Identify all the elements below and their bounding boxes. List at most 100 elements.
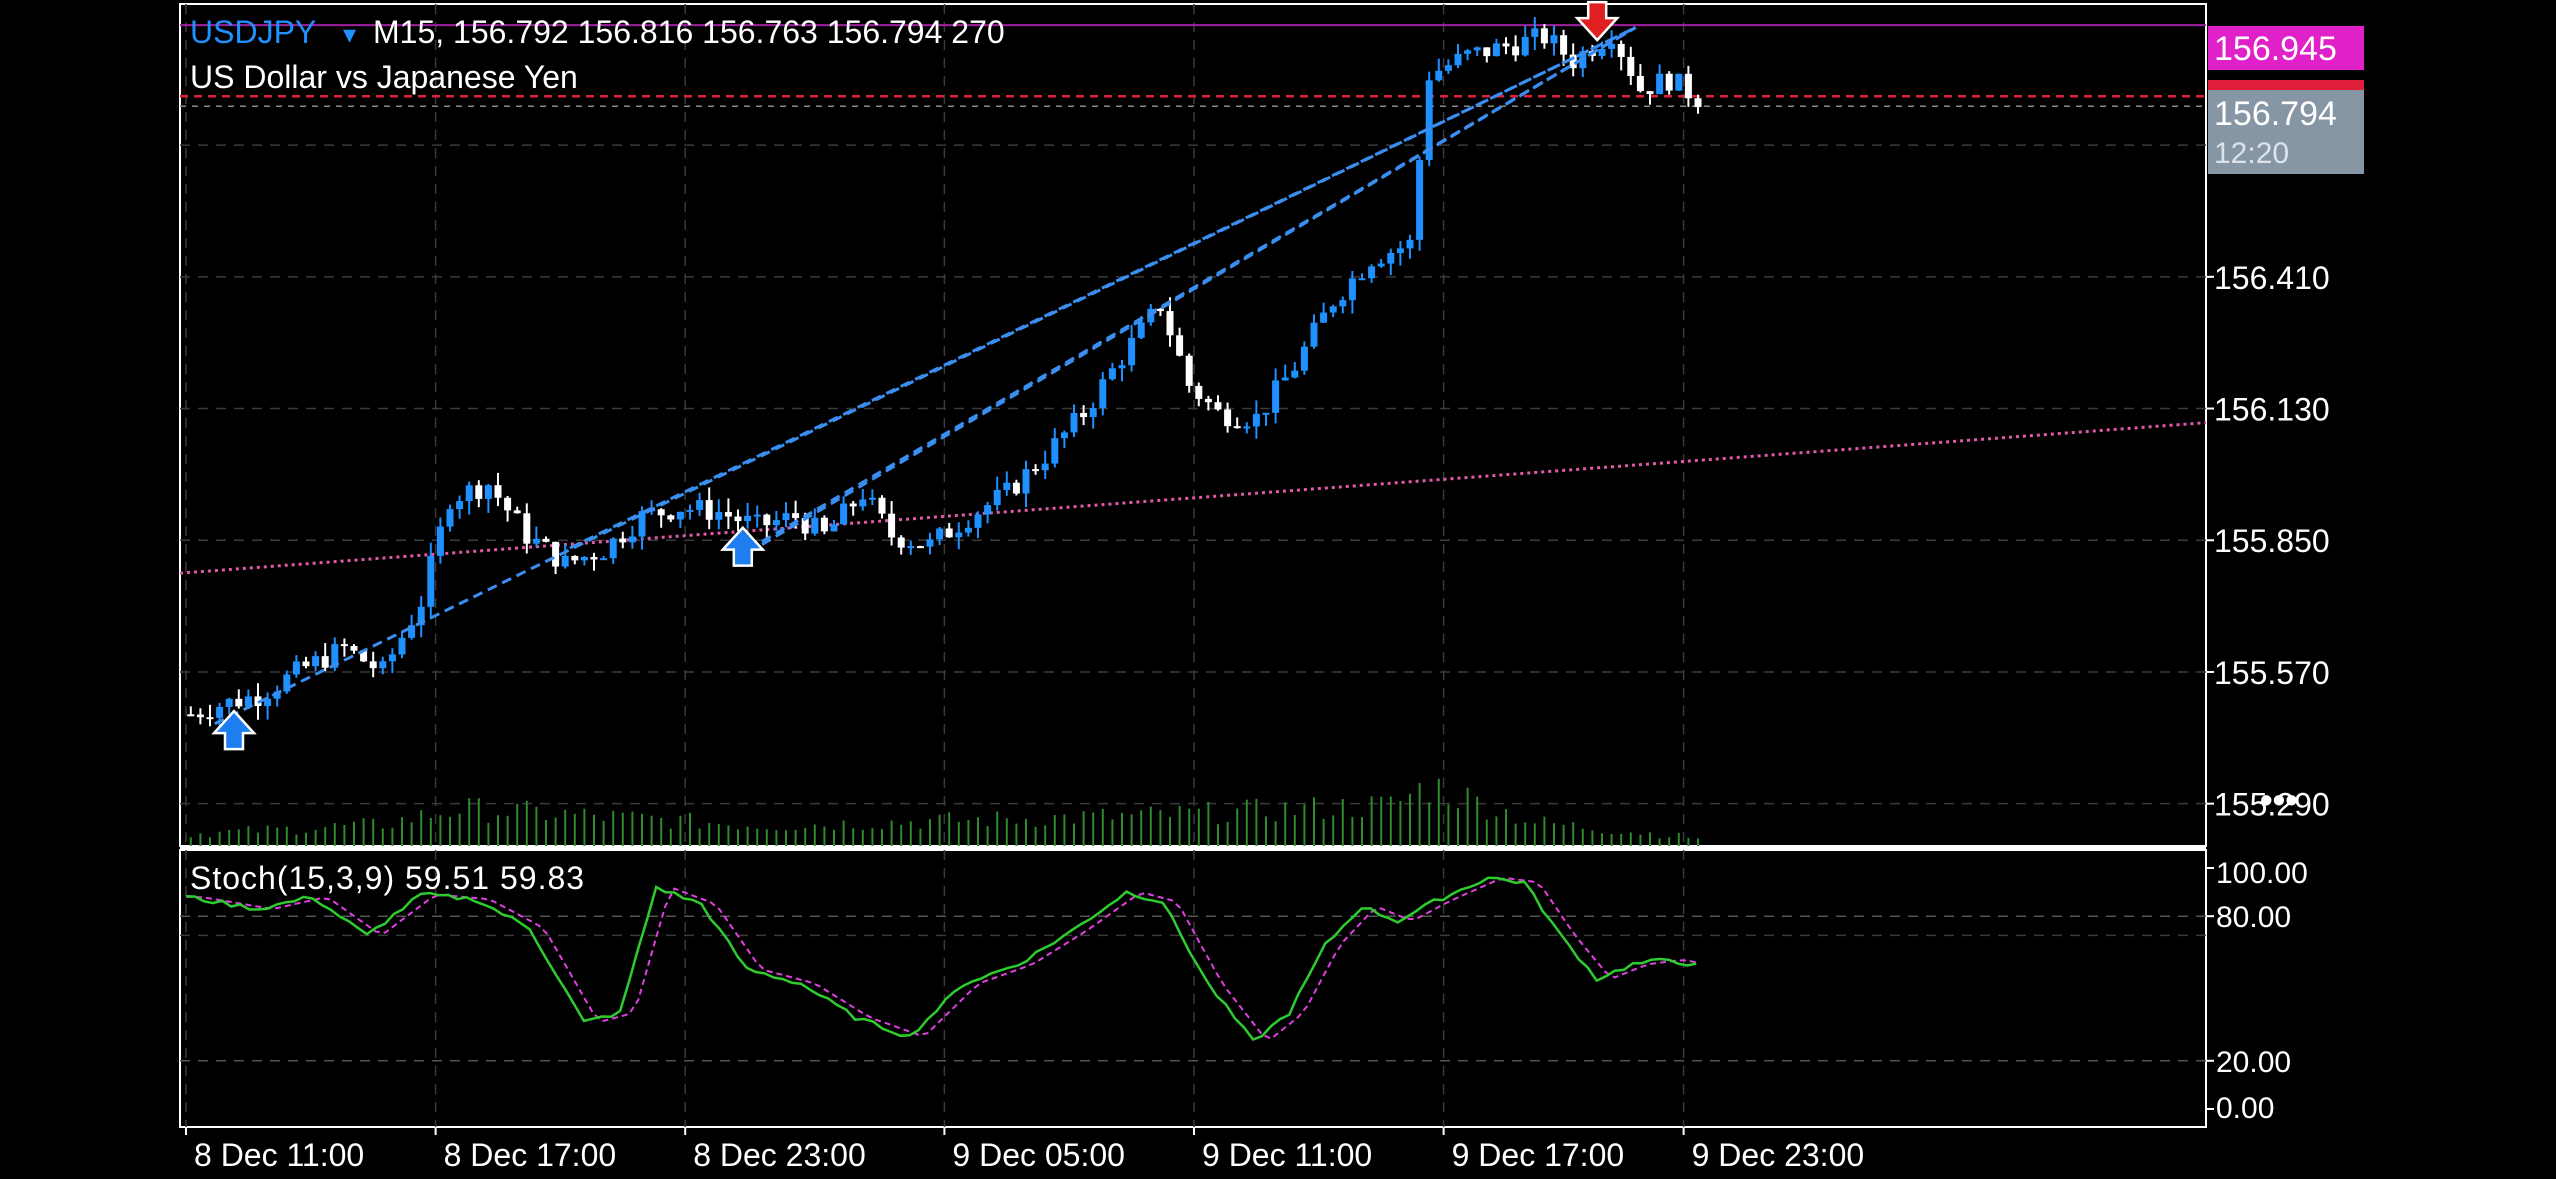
candle-bull [628,536,636,543]
candle-bear [206,717,214,720]
price-tick-label: 155.290 [2214,787,2330,823]
candle-bull [993,489,1001,506]
candle-bull [1550,35,1558,44]
price-tick-label: 155.570 [2214,655,2330,691]
candle-bull [964,527,972,533]
symbol-label[interactable]: USDJPY [190,14,316,50]
alert-price-tag [2208,26,2364,70]
candle-bear [1204,398,1212,403]
candle-bear [494,485,502,498]
trendline [214,26,1637,726]
candle-bull [1291,370,1299,378]
candle-bear [504,497,512,511]
candle-bull [1300,346,1308,371]
candle-bear [1012,482,1020,494]
alert-price-value: 156.945 [2214,30,2337,68]
candle-bear [667,515,675,520]
candle-bear [888,513,896,538]
candle-bull [1041,463,1049,471]
candle-bull [1329,306,1337,313]
candle-bear [801,518,809,534]
candle-bear [1185,355,1193,386]
candle-bear [1540,28,1548,44]
candle-bear [321,656,329,668]
trendline [761,26,1637,543]
current-price-value: 156.794 [2214,95,2337,133]
current-price-box [2208,90,2364,174]
candle-bull [1243,426,1251,429]
candle-bull [225,698,233,707]
stoch-axis: 100.00 80.00 20.00 0.00 [2206,857,2308,1125]
candle-bull [1310,322,1318,347]
stoch-main-line [185,876,1697,1041]
candle-bear [513,510,521,514]
stoch-tick-label: 100.00 [2216,857,2308,890]
candle-bull [1444,65,1452,71]
candle-bull [379,661,387,669]
candle-bear [350,646,358,651]
candle-bear [1233,426,1241,429]
candlestick-series[interactable] [187,17,1702,729]
candle-bull [561,555,569,567]
candle-bear [1617,43,1625,57]
candle-bear [897,537,905,548]
candle-bull [1137,322,1145,338]
candle-bull [1022,469,1030,494]
more-options-icon[interactable]: ••• [2260,779,2298,820]
price-levels [179,24,2207,575]
candle-bull [1051,438,1059,464]
quote-line: M15, 156.792 156.816 156.763 156.794 270 [373,14,1005,50]
candle-bear [763,514,771,526]
price-tick-label: 156.130 [2214,392,2330,428]
candle-bull [1108,368,1116,380]
price-panel-frame [179,3,2207,847]
candle-bull [1339,300,1347,307]
candle-bull [436,526,444,556]
price-tick-label: 155.850 [2214,523,2330,559]
volume-histogram [189,778,1699,846]
candle-bear [734,516,742,522]
candle-bull [1118,365,1126,369]
sell-arrow-icon [1574,0,1621,42]
candle-bull [676,511,684,520]
stoch-signal-line [186,877,1697,1040]
candle-bull [868,497,876,500]
candle-bear [916,546,924,549]
candle-bull [840,503,848,525]
candle-bull [1377,263,1385,267]
current-price-marker [2208,80,2364,90]
candle-bull [1473,47,1481,51]
candle-bull [936,528,944,540]
candle-bear [235,698,243,707]
candle-bear [1483,47,1491,57]
candle-bull [1454,53,1462,66]
trendlines[interactable] [214,26,1637,726]
candle-bull [417,606,425,626]
candle-bull [264,698,272,707]
candle-bull [1003,482,1011,490]
candle-bull [782,513,790,521]
stoch-indicator-label[interactable]: Stoch(15,3,9) 59.51 59.83 [190,860,585,896]
price-axis: 156.410 156.130 155.850 155.570 155.290 [2206,260,2330,823]
trendline [761,26,1637,546]
candle-bull [638,511,646,537]
candle-bear [1176,335,1184,356]
symbol-dropdown-icon[interactable]: ▾ [343,19,356,49]
candle-bull [1598,48,1606,56]
candle-bear [1560,35,1568,55]
candle-bear [542,538,550,542]
candle-bear [1665,73,1673,91]
candle-bull [772,520,780,526]
candle-bull [955,532,963,538]
candle-bull [974,514,982,528]
candle-bear [1156,308,1164,312]
candle-bear [302,661,310,667]
candle-bull [1492,43,1500,57]
candle-bull [292,661,300,675]
candle-bull [388,654,396,662]
time-tick-label: 8 Dec 23:00 [693,1137,866,1173]
candle-bear [1166,311,1174,336]
stoch-tick-label: 0.00 [2216,1092,2274,1125]
candle-bear [360,650,368,662]
